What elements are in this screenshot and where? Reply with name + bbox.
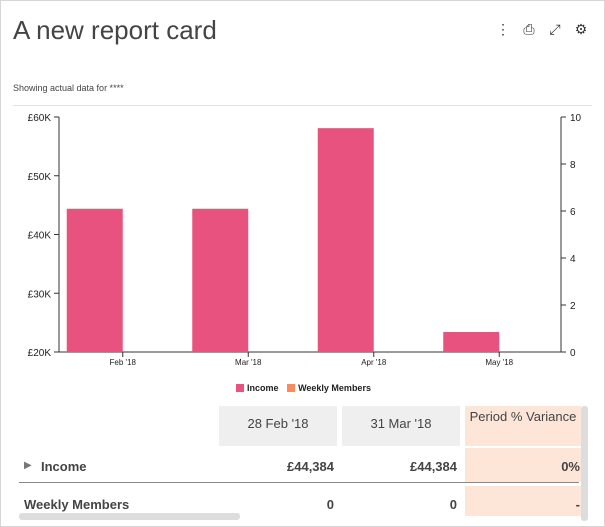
cell: £44,384 <box>410 459 457 474</box>
cell-variance: - <box>575 497 580 512</box>
cell: 0 <box>326 497 334 512</box>
cell: £44,384 <box>287 459 334 474</box>
variance-cell-bg <box>465 486 581 516</box>
expand-triangle-icon[interactable]: ▶ <box>24 460 32 471</box>
left-axis-tick-label: £40K <box>28 231 52 242</box>
cell-variance: 0% <box>561 459 580 474</box>
legend-swatch <box>236 384 245 392</box>
card-subtitle: Showing actual data for **** <box>13 83 124 93</box>
left-axis-tick-label: £20K <box>28 348 52 359</box>
table-row: Weekly Members 0 0 - <box>19 486 581 520</box>
divider <box>13 105 592 106</box>
income-bar <box>192 208 249 352</box>
x-axis-tick-label: Mar '18 <box>235 358 262 367</box>
right-axis-tick-label: 4 <box>570 254 576 265</box>
income-bar <box>66 208 123 352</box>
horizontal-scrollbar[interactable] <box>19 513 240 520</box>
income-bar <box>317 128 374 352</box>
x-axis-tick-label: Feb '18 <box>110 358 137 367</box>
right-axis-tick-label: 6 <box>570 207 576 218</box>
legend-item-income[interactable]: Income <box>236 383 279 393</box>
variance-cell-bg <box>465 448 581 482</box>
right-axis-tick-label: 10 <box>570 113 582 124</box>
print-icon[interactable]: ⎙ <box>523 21 535 37</box>
legend-label: Income <box>247 383 279 393</box>
row-label: Income <box>41 459 87 474</box>
column-header: 28 Feb '18 <box>219 406 337 446</box>
cell: 0 <box>449 497 457 512</box>
legend-item-weekly-members[interactable]: Weekly Members <box>287 383 371 393</box>
bar-chart: £20K £30K £40K £50K £60K 0 2 4 6 8 10 Feb '18 Mar '1… <box>28 113 582 367</box>
legend-swatch <box>287 384 296 392</box>
x-axis-tick-label: May '18 <box>485 358 513 367</box>
chart-legend: Income Weekly Members <box>1 383 604 393</box>
right-axis-tick-label: 0 <box>570 348 576 359</box>
column-header-variance: Period % Variance <box>465 406 581 446</box>
x-axis-tick-label: Apr '18 <box>361 358 387 367</box>
gear-icon[interactable]: ⚙ <box>574 21 588 37</box>
left-axis-tick-label: £50K <box>28 172 52 183</box>
left-axis-tick-label: £60K <box>28 113 52 124</box>
card-toolbar: ⋮ ⎙ ⤢ ⚙ <box>496 21 588 38</box>
right-axis-tick-label: 2 <box>570 301 576 312</box>
column-header: 31 Mar '18 <box>342 406 460 446</box>
more-vertical-icon[interactable]: ⋮ <box>496 21 510 37</box>
legend-label: Weekly Members <box>298 383 371 393</box>
card-title: A new report card <box>13 15 217 45</box>
right-axis-tick-label: 8 <box>570 160 576 171</box>
expand-icon[interactable]: ⤢ <box>549 21 561 37</box>
left-axis-tick-label: £30K <box>28 289 52 300</box>
vertical-scrollbar[interactable] <box>581 406 588 521</box>
income-bar <box>443 332 500 352</box>
table-row: ▶ Income £44,384 £44,384 0% <box>19 448 581 483</box>
row-label: Weekly Members <box>24 497 130 512</box>
